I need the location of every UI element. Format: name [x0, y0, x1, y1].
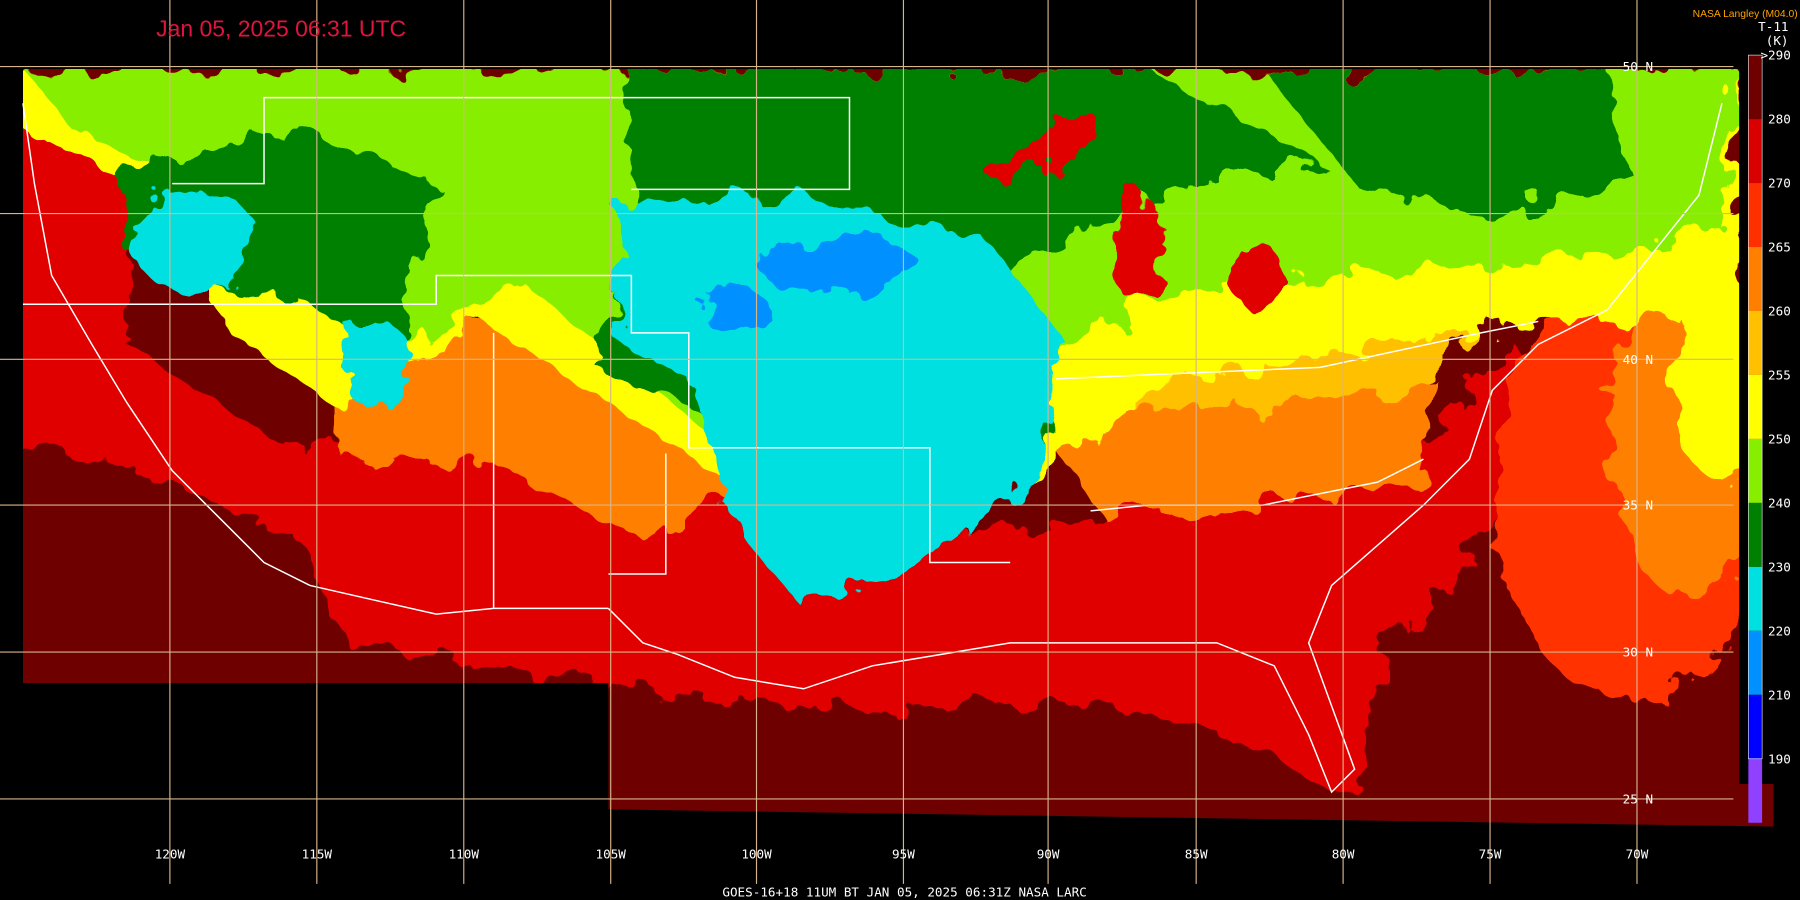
colorbar-segment	[1748, 758, 1763, 823]
colorbar-label: 265	[1768, 240, 1791, 255]
coastline	[22, 103, 311, 587]
colorbar-segment	[1748, 310, 1763, 375]
longitude-label: 85W	[1185, 847, 1208, 862]
longitude-label: 110W	[449, 847, 480, 862]
latitude-label: 30 N	[1623, 645, 1653, 660]
colorbar-segment	[1748, 55, 1763, 120]
colorbar-segment	[1748, 566, 1763, 631]
longitude-label: 115W	[302, 847, 333, 862]
colorbar-segment	[1748, 694, 1763, 759]
border	[309, 584, 609, 615]
timestamp-title: Jan 05, 2025 06:31 UTC	[156, 16, 406, 42]
latitude-label: 35 N	[1623, 498, 1653, 513]
latitude-label: 50 N	[1623, 59, 1653, 74]
colorbar-label: 270	[1768, 176, 1791, 191]
graticule: 120W 115W 110W 105W 100W 95W 90W 85W 80W 75W 70W 50…	[0, 0, 1734, 884]
colorbar-label: 280	[1768, 112, 1791, 127]
latitude-label: 25 N	[1623, 792, 1653, 807]
colorbar-segment	[1748, 119, 1763, 184]
colorbar: >290 280 270 265 260 255 250 240 230 220 210 190	[1748, 48, 1791, 823]
colorbar-label: 255	[1768, 368, 1791, 383]
colorbar-label: 260	[1768, 304, 1791, 319]
colorbar-label: 210	[1768, 687, 1791, 702]
longitude-label: 120W	[155, 847, 186, 862]
colorbar-label: >290	[1760, 48, 1790, 63]
coastline	[607, 103, 1723, 794]
colorbar-label: 190	[1768, 751, 1791, 766]
longitude-label: 105W	[596, 847, 627, 862]
colorbar-label: 230	[1768, 559, 1791, 574]
colorbar-segment	[1748, 374, 1763, 439]
units-label: (K)	[1766, 33, 1789, 48]
colorbar-segment	[1748, 183, 1763, 248]
longitude-label: 100W	[741, 847, 772, 862]
colorbar-label: 220	[1768, 623, 1791, 638]
colorbar-label: 240	[1768, 496, 1791, 511]
product-label: T-11	[1758, 19, 1788, 34]
longitude-label: 75W	[1479, 847, 1502, 862]
border	[1056, 320, 1539, 380]
colorbar-segment	[1748, 630, 1763, 695]
longitude-label: 95W	[892, 847, 915, 862]
credit: NASA Langley (M04.0)	[1693, 9, 1798, 20]
longitude-label: 70W	[1626, 847, 1649, 862]
colorbar-segment	[1748, 438, 1763, 503]
colorbar-label: 250	[1768, 432, 1791, 447]
colorbar-segment	[1748, 247, 1763, 311]
footer: GOES-16+18 11UM BT JAN 05, 2025 06:31Z N…	[722, 885, 1086, 900]
colorbar-frame	[1748, 54, 1763, 760]
longitude-label: 80W	[1332, 847, 1355, 862]
border	[172, 96, 851, 191]
colorbar-segment	[1748, 502, 1763, 567]
latitude-label: 40 N	[1623, 352, 1653, 367]
longitude-label: 90W	[1037, 847, 1060, 862]
border	[608, 453, 667, 575]
